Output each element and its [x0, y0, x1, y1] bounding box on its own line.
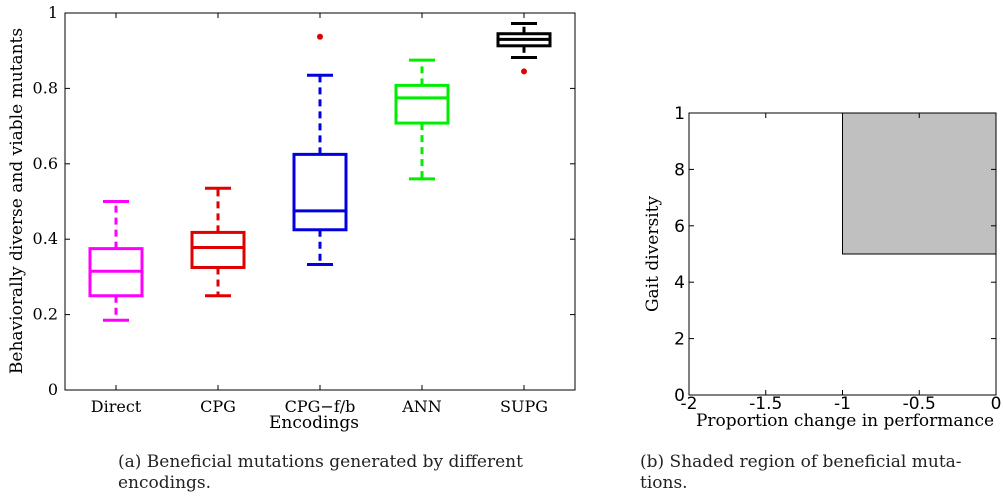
box-1 — [88, 200, 144, 322]
y-axis-label: Behaviorally diverse and viable mutants — [7, 28, 27, 374]
interquartile-box — [292, 152, 348, 232]
y-tick-label: 1 — [48, 3, 58, 22]
interquartile-box — [394, 83, 450, 125]
x-tick-label: -0.5 — [903, 394, 936, 414]
x-tick-label: 0 — [991, 394, 1002, 414]
y-tick-label: 0.6 — [33, 154, 58, 173]
interquartile-box — [190, 230, 246, 269]
y-axis-ticks: 0 0.2 0.4 0.6 0.8 1 — [33, 3, 575, 399]
shaded-region-chart: 0 2 4 6 8 1 -2 -1.5 -1 -0.5 0 Proportion change i… — [643, 104, 1002, 431]
y-tick-label: 0.8 — [33, 78, 58, 97]
y-tick-label: 2 — [674, 330, 685, 350]
y-axis-label: Gait diversity — [643, 196, 663, 312]
figure-caption-a: (a) Beneficial mutations generated by di… — [118, 452, 523, 494]
y-tick-label: 4 — [674, 273, 685, 293]
x-tick-label: ANN — [401, 397, 442, 416]
outlier-point — [521, 68, 527, 75]
box-series — [88, 22, 552, 322]
y-tick-label: 0 — [674, 386, 685, 406]
plot-a-frame — [64, 12, 576, 391]
outlier-point — [317, 33, 323, 40]
box-3 — [292, 33, 348, 266]
y-tick-label: 1 — [674, 104, 685, 124]
x-axis-ticks: -2 -1.5 -1 -0.5 0 — [681, 113, 1002, 414]
box-5 — [496, 22, 552, 75]
figure-caption-b: (b) Shaded region of beneficial muta-tio… — [640, 452, 962, 494]
box-4 — [394, 58, 450, 181]
x-tick-label: Direct — [91, 397, 142, 416]
y-tick-label: 0.2 — [33, 305, 58, 324]
x-tick-label: -1 — [834, 394, 851, 414]
shaded-region — [842, 112, 997, 255]
x-axis-label: Encodings — [269, 413, 359, 433]
x-tick-label: SUPG — [500, 397, 548, 416]
box-2 — [190, 186, 246, 298]
x-tick-label: CPG — [200, 397, 236, 416]
x-axis-label: Proportion change in performance — [696, 411, 994, 431]
y-axis-ticks: 0 2 4 6 8 1 — [674, 104, 996, 406]
y-tick-label: 0.4 — [33, 229, 58, 248]
x-tick-label: -1.5 — [749, 394, 782, 414]
x-axis-ticks: Direct CPG CPG−f/b ANN SUPG — [91, 13, 548, 416]
x-tick-label: -2 — [681, 394, 698, 414]
x-tick-label: CPG−f/b — [285, 397, 356, 416]
box-plot-chart: 0 0.2 0.4 0.6 0.8 1 Direct CPG CPG−f/b ANN SUPG E… — [7, 3, 576, 433]
y-tick-label: 6 — [674, 217, 685, 237]
y-tick-label: 0 — [48, 380, 58, 399]
y-tick-label: 8 — [674, 160, 685, 180]
